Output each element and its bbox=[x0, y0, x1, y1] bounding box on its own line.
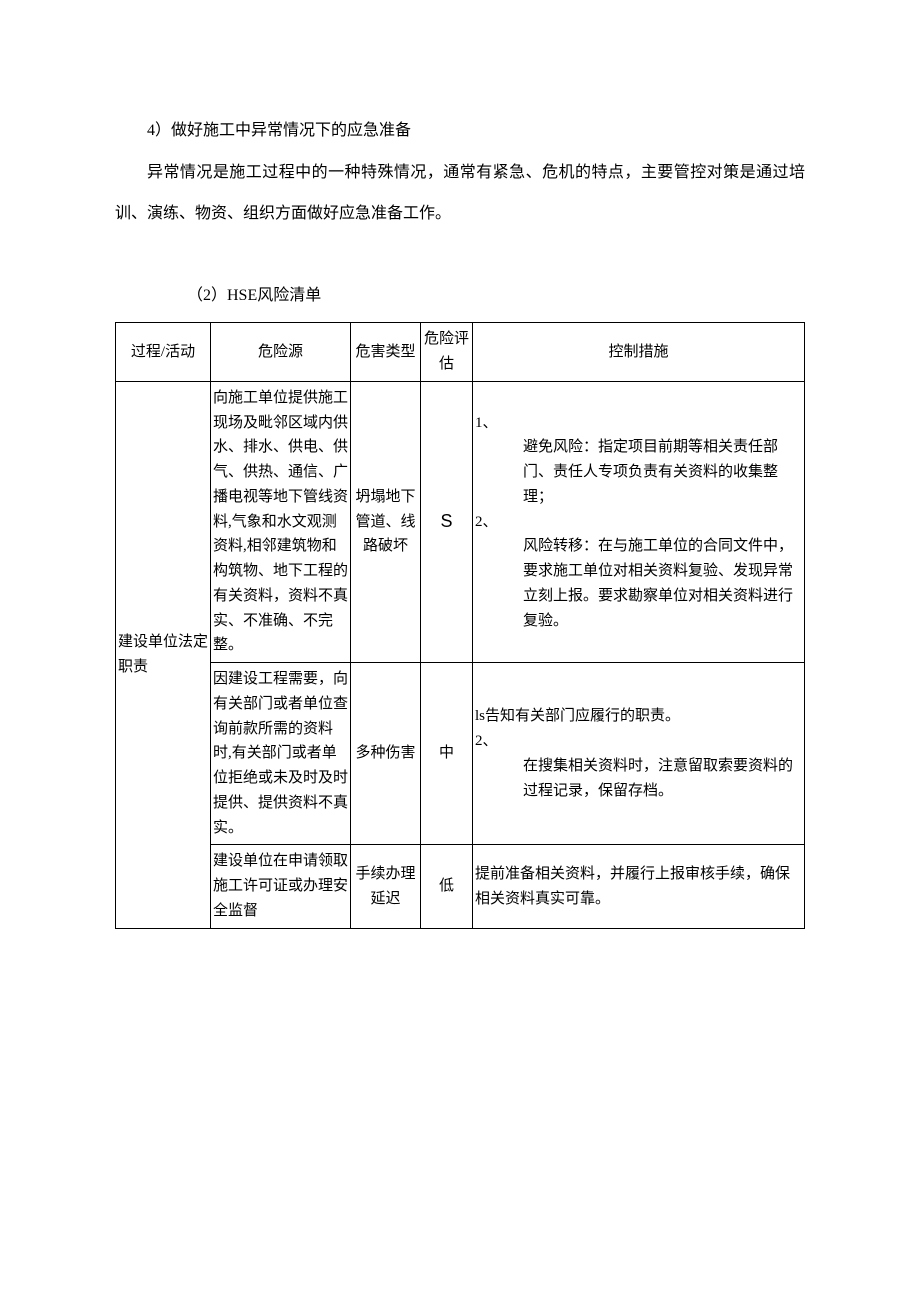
cell-eval: S bbox=[421, 381, 473, 662]
table-row: 建设单位在申请领取施工许可证或办理安全监督 手续办理延迟 低 提前准备相关资料，… bbox=[116, 845, 805, 928]
th-process: 过程/活动 bbox=[116, 323, 211, 382]
cell-source: 向施工单位提供施工现场及毗邻区域内供水、排水、供电、供气、供热、通信、广播电视等… bbox=[211, 381, 351, 662]
table-header-row: 过程/活动 危险源 危害类型 危险评估 控制措施 bbox=[116, 323, 805, 382]
cell-eval: 低 bbox=[421, 845, 473, 928]
paragraph-body: 异常情况是施工过程中的一种特殊情况，通常有紧急、危机的特点，主要管控对策是通过培… bbox=[115, 152, 805, 235]
th-source: 危险源 bbox=[211, 323, 351, 382]
cell-process: 建设单位法定职责 bbox=[116, 381, 211, 928]
cell-source: 建设单位在申请领取施工许可证或办理安全监督 bbox=[211, 845, 351, 928]
cell-type: 坍塌地下管道、线路破坏 bbox=[351, 381, 421, 662]
th-type: 危害类型 bbox=[351, 323, 421, 382]
paragraph-heading-4: 4）做好施工中异常情况下的应急准备 bbox=[115, 110, 805, 152]
table-row: 建设单位法定职责 向施工单位提供施工现场及毗邻区域内供水、排水、供电、供气、供热… bbox=[116, 381, 805, 662]
th-eval: 危险评估 bbox=[421, 323, 473, 382]
cell-source: 因建设工程需要，向有关部门或者单位查询前款所需的资料时,有关部门或者单位拒绝或未… bbox=[211, 663, 351, 845]
cell-type: 手续办理延迟 bbox=[351, 845, 421, 928]
cell-type: 多种伤害 bbox=[351, 663, 421, 845]
section-heading-2: （2）HSE风险清单 bbox=[115, 275, 805, 317]
cell-control: 1、避免风险：指定项目前期等相关责任部门、责任人专项负责有关资料的收集整理； 2… bbox=[473, 381, 805, 662]
cell-eval: 中 bbox=[421, 663, 473, 845]
document-page: 4）做好施工中异常情况下的应急准备 异常情况是施工过程中的一种特殊情况，通常有紧… bbox=[0, 0, 920, 1301]
th-control: 控制措施 bbox=[473, 323, 805, 382]
table-row: 因建设工程需要，向有关部门或者单位查询前款所需的资料时,有关部门或者单位拒绝或未… bbox=[116, 663, 805, 845]
cell-control: ls告知有关部门应履行的职责。 2、在搜集相关资料时，注意留取索要资料的过程记录… bbox=[473, 663, 805, 845]
hse-risk-table: 过程/活动 危险源 危害类型 危险评估 控制措施 建设单位法定职责 向施工单位提… bbox=[115, 322, 805, 928]
cell-control: 提前准备相关资料，并履行上报审核手续，确保相关资料真实可靠。 bbox=[473, 845, 805, 928]
